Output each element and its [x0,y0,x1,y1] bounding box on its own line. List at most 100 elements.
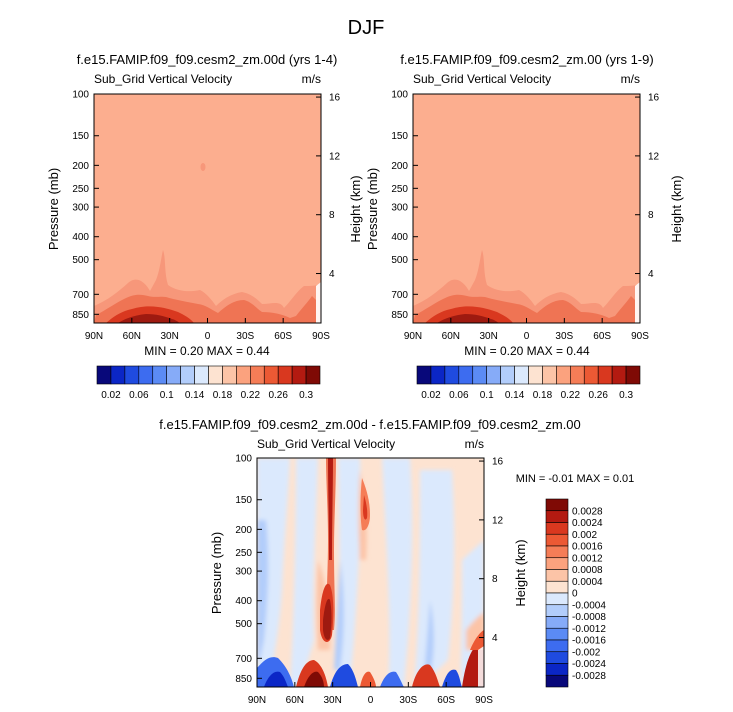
y-tick-label: 700 [72,290,89,301]
panel-right-subtitle: Sub_Grid Vertical Velocity [413,72,551,86]
panel-diff-neg-band-3 [338,458,361,687]
colorbar-label: 0.002 [572,530,597,541]
colorbar-label: 0.06 [129,390,149,401]
x-tick-label: 30N [160,331,178,342]
colorbar-swatch [166,365,181,385]
colorbar-label: 0.3 [299,390,313,401]
panel-left-axes: 90N 60N 30N 0 30S 60S 90S 100 150 200 250 300 400 500… [72,90,340,343]
y-tick-label: 250 [235,548,252,559]
panel-diff-tropics-lower-core [323,598,332,640]
y-tick-label: 850 [391,310,408,321]
colorbar-swatch [458,365,474,385]
panel-diff-bl-blue-5 [442,669,462,687]
y-tick-label: 200 [391,161,408,172]
colorbar-label: 0.0012 [572,553,603,564]
colorbar-swatch [305,365,321,385]
y2-tick-label: 4 [648,269,654,280]
colorbar-swatch [500,365,515,385]
x-tick-label: 90N [248,695,266,706]
colorbar-swatch [152,365,167,385]
colorbar-label: 0.0028 [572,506,603,517]
x-tick-label: 90N [404,331,422,342]
colorbar-label: -0.0028 [572,671,606,682]
panel-right-axes: 90N 60N 30N 0 30S 60S 90S 100 150 200 250 300 400 500… [391,90,659,343]
x-tick-label: 60N [442,331,460,342]
colorbar-swatch [444,365,460,385]
panel-left-streak [316,282,321,323]
panel-diff-tropics-column-inner [328,458,333,560]
colorbar-swatch [545,592,569,606]
colorbar-swatch [545,522,569,535]
panel-diff-subtitle: Sub_Grid Vertical Velocity [257,437,395,451]
panel-left-stats: MIN = 0.20 MAX = 0.44 [144,344,270,358]
x-tick-label: 30S [399,695,417,706]
panel-left-subtitle: Sub_Grid Vertical Velocity [94,72,232,86]
colorbar-swatch [277,365,293,385]
colorbar-label: 0.3 [619,390,633,401]
colorbar-label: 0.0008 [572,565,603,576]
y-tick-label: 850 [235,674,252,685]
panel-left-field [94,94,321,323]
colorbar-swatch [124,365,140,385]
y2-tick-label: 8 [648,210,654,221]
y-tick-label: 300 [391,203,408,214]
colorbar-swatch [250,365,265,385]
colorbar-swatch [416,365,432,385]
colorbar-swatch [545,674,569,688]
y-tick-label: 400 [391,232,408,243]
colorbar-swatch [194,365,209,385]
y-tick-label: 300 [72,203,89,214]
colorbar-swatch [514,365,529,385]
panel-right-y2label: Height (km) [669,175,684,242]
colorbar-diff: 0.00280.00240.0020.00160.00120.00080.000… [545,498,606,688]
panel-right-ylabel: Pressure (mb) [365,168,380,250]
colorbar-label: 0.02 [421,390,441,401]
colorbar-swatch [263,365,279,385]
colorbar-label: 0.02 [101,390,121,401]
colorbar-label: 0.14 [505,390,525,401]
x-tick-label: 0 [524,331,530,342]
y-tick-label: 400 [235,596,252,607]
x-tick-label: 0 [205,331,211,342]
y2-tick-label: 16 [492,457,504,468]
colorbar-label: 0.0024 [572,518,603,529]
y-tick-label: 100 [72,90,89,101]
x-tick-label: 30N [323,695,341,706]
panel-right-streak [635,282,640,323]
y2-tick-label: 16 [648,93,660,104]
panel-left-title: f.e15.FAMIP.f09_f09.cesm2_zm.00d (yrs 1-… [77,52,338,67]
y-tick-label: 200 [72,161,89,172]
colorbar-right: 0.02 0.06 0.1 0.14 0.18 0.22 0.26 0.3 [416,365,641,401]
y-tick-label: 400 [72,232,89,243]
colorbar-label: 0.0016 [572,542,603,553]
panel-left: f.e15.FAMIP.f09_f09.cesm2_zm.00d (yrs 1-… [46,52,363,358]
colorbar-swatch [545,510,569,523]
colorbar-label: 0.14 [185,390,205,401]
x-tick-label: 90N [85,331,103,342]
colorbar-swatch [545,616,569,629]
panel-diff-upper-red-core [363,495,368,520]
x-tick-label: 60S [437,695,455,706]
colorbar-label: 0.22 [561,390,581,401]
colorbar-swatch [180,365,195,385]
colorbar-label: 0.26 [268,390,288,401]
y-tick-label: 100 [235,454,252,465]
panel-diff-bl-white [478,646,484,687]
colorbar-label: -0.0008 [572,612,606,623]
colorbar-swatch [570,365,585,385]
colorbar-swatch [611,365,627,385]
y2-tick-label: 8 [492,574,498,585]
colorbar-swatch [486,365,501,385]
y-tick-label: 250 [72,184,89,195]
y2-tick-label: 4 [329,269,335,280]
colorbar-swatch [597,365,613,385]
colorbar-swatch [545,557,569,570]
panel-left-contour-4 [118,314,180,323]
colorbar-swatch [472,365,487,385]
colorbar-swatch [236,365,251,385]
colorbar-left: 0.02 0.06 0.1 0.14 0.18 0.22 0.26 0.3 [96,365,321,401]
panel-right-units: m/s [621,72,640,86]
y2-tick-label: 12 [492,515,504,526]
y-tick-label: 300 [235,567,252,578]
